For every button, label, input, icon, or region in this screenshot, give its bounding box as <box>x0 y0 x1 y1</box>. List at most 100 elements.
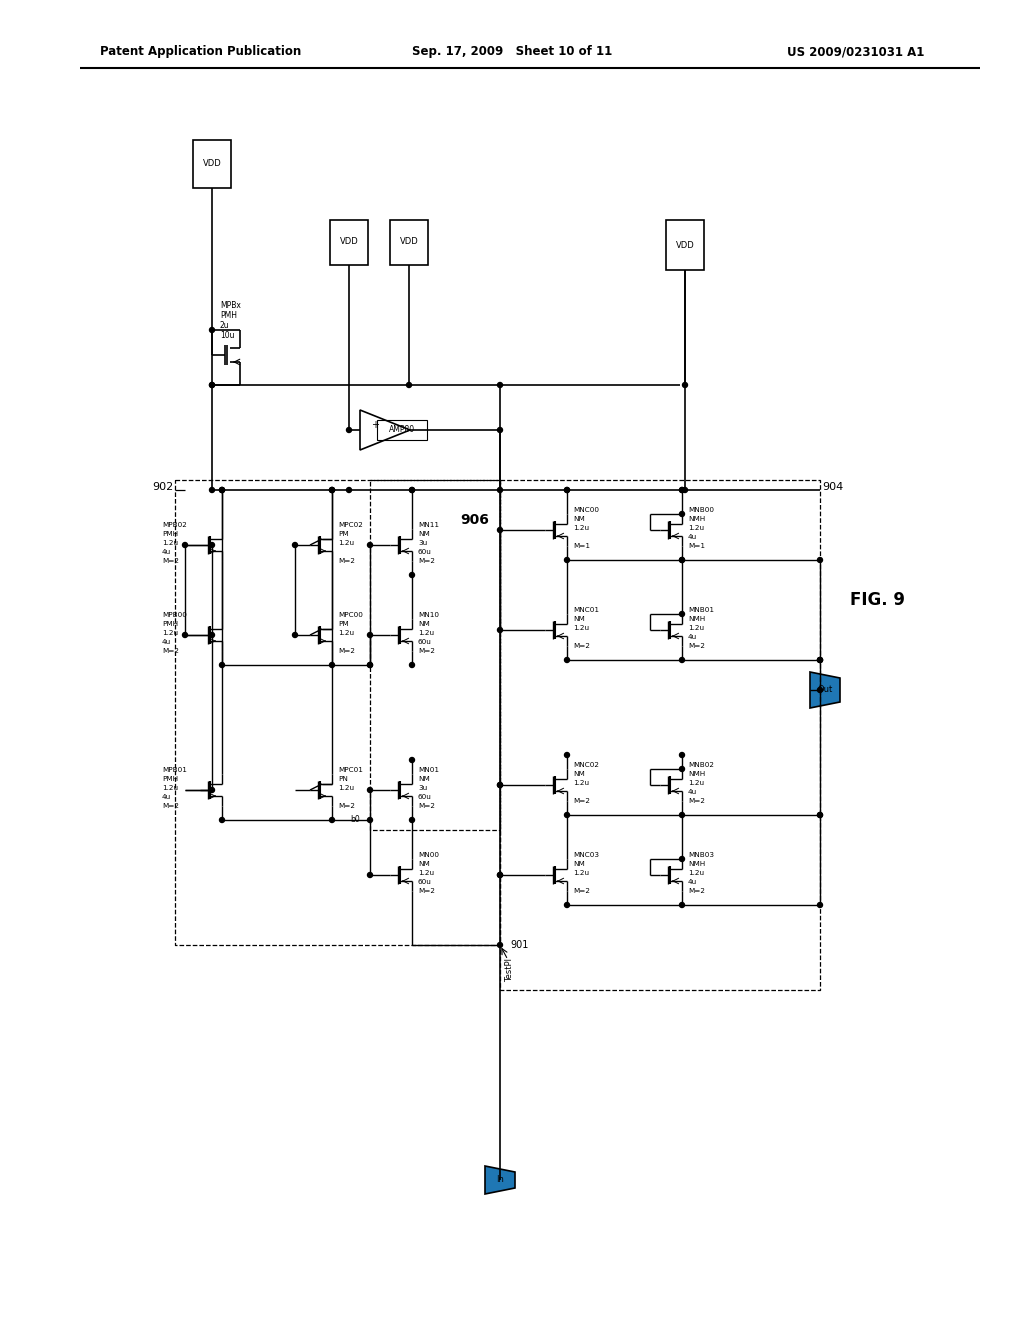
Text: MPB00: MPB00 <box>162 612 186 618</box>
Circle shape <box>219 487 224 492</box>
Circle shape <box>368 543 373 548</box>
Circle shape <box>498 428 503 433</box>
Text: M=2: M=2 <box>418 888 435 894</box>
Circle shape <box>564 752 569 758</box>
Circle shape <box>210 632 214 638</box>
Text: NM: NM <box>573 516 585 521</box>
Circle shape <box>368 663 373 668</box>
Text: 1.2u: 1.2u <box>338 630 354 636</box>
Circle shape <box>293 632 298 638</box>
Circle shape <box>219 487 224 492</box>
Text: NMH: NMH <box>688 771 706 777</box>
Text: M=2: M=2 <box>418 803 435 809</box>
Text: AMP80: AMP80 <box>389 425 415 434</box>
Polygon shape <box>810 672 840 708</box>
Text: MNB00: MNB00 <box>688 507 714 513</box>
Circle shape <box>680 813 684 817</box>
Text: MN01: MN01 <box>418 767 439 774</box>
Text: M=2: M=2 <box>162 803 179 809</box>
Text: 1.2u: 1.2u <box>688 780 705 785</box>
Text: MNC00: MNC00 <box>573 507 599 513</box>
Text: NM: NM <box>418 620 430 627</box>
Text: 2u: 2u <box>220 321 229 330</box>
Circle shape <box>680 767 684 771</box>
Text: 1.2u: 1.2u <box>338 540 354 546</box>
Text: US 2009/0231031 A1: US 2009/0231031 A1 <box>786 45 924 58</box>
Text: M=2: M=2 <box>688 888 705 894</box>
Text: 4u: 4u <box>688 879 697 884</box>
Circle shape <box>817 657 822 663</box>
Circle shape <box>683 487 687 492</box>
Circle shape <box>498 873 503 878</box>
Text: PM: PM <box>338 531 348 537</box>
Text: 1.2u: 1.2u <box>688 624 705 631</box>
Circle shape <box>680 903 684 908</box>
Bar <box>377 420 427 440</box>
Circle shape <box>683 383 687 388</box>
Circle shape <box>210 487 214 492</box>
Circle shape <box>498 783 503 788</box>
Text: NM: NM <box>573 616 585 622</box>
Circle shape <box>368 817 373 822</box>
Circle shape <box>564 487 569 492</box>
Circle shape <box>680 752 684 758</box>
Text: M=2: M=2 <box>418 558 435 564</box>
Text: NM: NM <box>573 861 585 867</box>
Circle shape <box>368 873 373 878</box>
Circle shape <box>817 903 822 908</box>
Text: M=2: M=2 <box>338 803 355 809</box>
Text: M=2: M=2 <box>162 558 179 564</box>
Text: PMH: PMH <box>162 531 178 537</box>
Circle shape <box>330 487 335 492</box>
Text: NM: NM <box>573 771 585 777</box>
Text: PMH: PMH <box>162 620 178 627</box>
Bar <box>193 140 231 187</box>
Text: NMH: NMH <box>688 616 706 622</box>
Text: PN: PN <box>338 776 348 781</box>
Text: NMH: NMH <box>688 516 706 521</box>
Text: 4u: 4u <box>688 789 697 795</box>
Text: 3u: 3u <box>418 785 427 791</box>
Text: PMH: PMH <box>162 776 178 781</box>
Circle shape <box>210 383 214 388</box>
Circle shape <box>330 663 335 668</box>
Text: M=1: M=1 <box>573 543 590 549</box>
Circle shape <box>410 487 415 492</box>
Text: 902: 902 <box>152 482 173 492</box>
Circle shape <box>680 487 684 492</box>
Text: PM: PM <box>338 620 348 627</box>
Circle shape <box>498 942 503 948</box>
Circle shape <box>817 657 822 663</box>
Circle shape <box>817 657 822 663</box>
Text: +: + <box>371 420 379 430</box>
Text: 1.2u: 1.2u <box>573 780 589 785</box>
Text: 1.2u: 1.2u <box>573 870 589 876</box>
Text: MPC02: MPC02 <box>338 521 362 528</box>
Circle shape <box>346 487 351 492</box>
Text: 1.2u: 1.2u <box>688 870 705 876</box>
Text: M=2: M=2 <box>338 648 355 653</box>
Text: MNC03: MNC03 <box>573 851 599 858</box>
Text: 4u: 4u <box>162 639 171 645</box>
Circle shape <box>498 528 503 532</box>
Text: In: In <box>496 1176 504 1184</box>
Circle shape <box>407 383 412 388</box>
Circle shape <box>817 688 822 693</box>
Text: VDD: VDD <box>399 238 419 247</box>
Circle shape <box>817 813 822 817</box>
Text: VDD: VDD <box>676 240 694 249</box>
Text: MNB01: MNB01 <box>688 607 714 612</box>
Text: 4u: 4u <box>162 549 171 554</box>
Text: MN00: MN00 <box>418 851 439 858</box>
Circle shape <box>330 817 335 822</box>
Circle shape <box>410 758 415 763</box>
Text: NM: NM <box>418 531 430 537</box>
Text: MNB02: MNB02 <box>688 762 714 768</box>
Text: 4u: 4u <box>688 634 697 640</box>
Circle shape <box>210 543 214 548</box>
Text: MNC01: MNC01 <box>573 607 599 612</box>
Text: 10u: 10u <box>220 330 234 339</box>
Circle shape <box>210 327 214 333</box>
Text: 1.2u: 1.2u <box>162 540 178 546</box>
Text: MPB02: MPB02 <box>162 521 186 528</box>
